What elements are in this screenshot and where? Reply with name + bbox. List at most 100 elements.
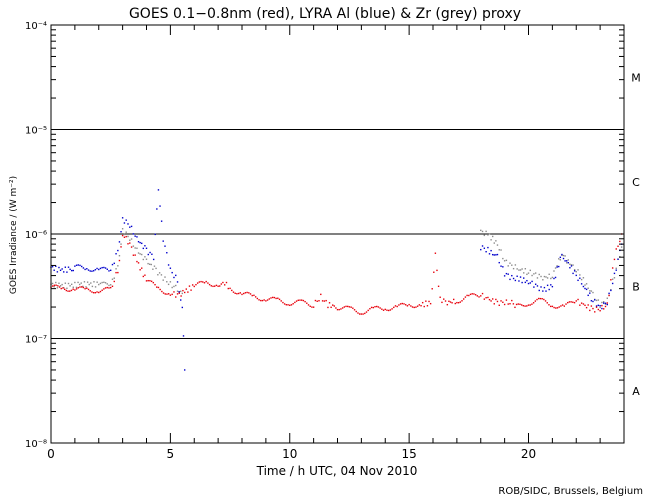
data-point [253,294,255,297]
data-point [61,268,63,270]
data-point [553,270,555,272]
data-point [132,245,135,247]
data-point [278,298,281,301]
data-point [454,302,456,305]
data-point [592,307,594,310]
data-point [341,307,344,309]
data-point [263,299,265,301]
data-point [436,269,438,272]
data-point [142,258,145,261]
data-point [561,304,564,306]
data-point [202,281,204,283]
data-point [488,233,491,235]
data-point [225,281,228,284]
data-point [297,299,299,301]
data-point [232,291,235,293]
data-point [561,254,563,257]
data-point [333,305,336,307]
data-point [113,262,115,265]
data-point [488,253,491,255]
data-point [181,292,184,295]
data-point [527,272,530,274]
data-point [152,258,155,261]
data-point [507,273,509,275]
data-point [511,264,513,266]
data-point [538,273,540,276]
data-point [134,235,136,237]
data-point [178,291,180,293]
data-point [89,290,91,292]
data-point [117,271,119,274]
data-point [79,286,81,288]
data-point [505,272,508,275]
flare-class-label: C [632,176,640,189]
data-point [72,286,74,288]
data-point [551,285,554,288]
data-point [480,229,482,232]
data-point [295,300,298,302]
data-point [542,279,544,281]
data-point [132,254,135,256]
data-point [190,289,192,291]
data-point [161,290,163,293]
data-point [101,289,103,291]
data-point [610,288,612,291]
data-point [70,269,73,272]
data-point [405,304,407,306]
data-point [546,302,548,304]
data-point [345,305,347,308]
data-point [118,255,121,257]
data-point [144,274,146,276]
data-point [152,281,155,284]
data-point [111,285,114,287]
data-point [521,281,523,284]
data-point [425,300,427,302]
data-point [611,282,614,285]
data-point [200,280,202,283]
data-point [171,286,173,289]
data-point [610,279,612,281]
data-point [597,308,600,311]
data-point [120,243,122,245]
data-point [270,297,272,299]
data-series [50,189,623,371]
data-point [601,307,603,310]
data-point [439,296,441,298]
data-point [287,304,289,306]
data-point [521,268,523,270]
data-point [531,303,533,305]
data-point [134,247,136,249]
data-point [343,306,346,308]
data-point [166,293,168,295]
data-point [241,293,243,296]
data-point [160,274,163,276]
data-point [66,287,68,289]
data-point [160,220,163,222]
data-point [587,287,589,289]
data-point [480,295,482,297]
data-point [451,302,453,304]
data-point [589,290,591,292]
data-point [577,279,579,282]
data-point [573,301,576,304]
data-point [542,290,544,292]
data-point [53,284,56,286]
data-point [421,301,424,304]
x-tick-label: 20 [521,447,536,461]
data-point [399,303,402,305]
data-point [223,284,226,286]
data-point [476,295,479,297]
data-point [580,302,583,304]
data-point [125,235,127,238]
data-point [518,269,520,271]
data-point [452,298,455,301]
data-point [55,281,57,284]
data-point [103,281,105,284]
data-point [104,282,107,284]
data-point [70,289,73,292]
data-point [493,242,495,244]
data-point [109,286,112,289]
data-point [72,269,74,272]
data-point [123,236,126,238]
data-point [273,296,276,299]
